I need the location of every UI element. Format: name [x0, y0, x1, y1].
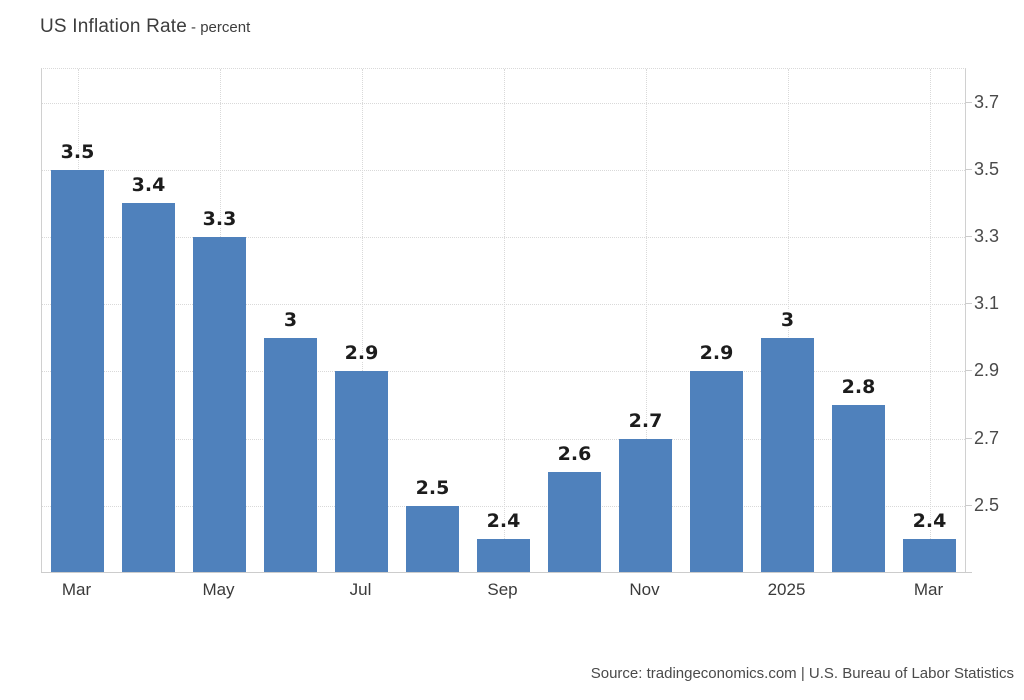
- x-axis-label: Jul: [349, 580, 372, 599]
- bar[interactable]: [477, 539, 530, 573]
- x-axis-label: 2025: [767, 580, 806, 599]
- bar-value-label: 2.5: [415, 476, 450, 499]
- bar-value-label: 2.6: [557, 443, 592, 466]
- bar[interactable]: [690, 371, 743, 573]
- bar-value-label: 3.4: [131, 174, 166, 197]
- chart-header: US Inflation Rate - percent: [40, 16, 250, 38]
- y-axis-tick: [965, 236, 972, 237]
- bar-value-label: 3.3: [202, 208, 237, 230]
- y-axis-label: 2.5: [974, 494, 1000, 515]
- bar-value-label: 3.5: [60, 140, 95, 163]
- bar[interactable]: [122, 203, 175, 573]
- y-axis-tick: [965, 168, 972, 170]
- x-gridline: [361, 69, 363, 573]
- x-gridline: [929, 69, 931, 573]
- bar-value-label: 3: [283, 308, 298, 331]
- y-axis-label: 2.7: [974, 427, 1000, 448]
- bar[interactable]: [264, 337, 317, 573]
- x-gridline: [645, 69, 647, 573]
- x-axis-label: Mar: [61, 580, 92, 599]
- chart-title: US Inflation Rate: [40, 16, 188, 37]
- bar[interactable]: [761, 337, 814, 573]
- source-attribution: Source: tradingeconomics.com | U.S. Bure…: [590, 665, 1014, 682]
- bar[interactable]: [335, 371, 388, 573]
- chart-subtitle: - percent: [191, 19, 251, 36]
- y-axis-tick: [965, 437, 972, 439]
- y-axis-tick: [965, 504, 972, 506]
- x-gridline: [787, 69, 789, 573]
- y-axis-tick: [965, 370, 972, 372]
- bar-value-label: 3: [780, 308, 795, 331]
- y-axis-label: 3.5: [974, 158, 1000, 179]
- bar-value-label: 2.9: [344, 342, 379, 365]
- x-axis-label: May: [202, 580, 235, 599]
- x-axis-label: Mar: [913, 580, 944, 599]
- x-axis-label: Nov: [629, 580, 660, 599]
- bar[interactable]: [832, 405, 885, 573]
- bar[interactable]: [619, 438, 672, 573]
- y-axis-label: 3.1: [974, 293, 1000, 314]
- bar-value-label: 2.4: [486, 510, 521, 533]
- x-axis-label: Sep: [487, 580, 518, 599]
- bar-value-label: 2.7: [628, 409, 663, 432]
- bar[interactable]: [903, 539, 956, 573]
- bar-value-label: 2.4: [912, 510, 947, 533]
- x-axis-line: [41, 572, 972, 573]
- bar[interactable]: [548, 472, 601, 573]
- plot-area: 3.5 3.4 3.3 3 2.9 2.5 2.4 2.6 2.7 2.9 3 2.8 2.4: [41, 68, 966, 573]
- y-axis-tick: [965, 303, 972, 305]
- bar[interactable]: [193, 237, 246, 573]
- bar[interactable]: [51, 169, 104, 573]
- bar[interactable]: [406, 505, 459, 573]
- x-gridline: [503, 69, 505, 573]
- y-axis-label: 3.7: [974, 91, 1000, 112]
- bar-value-label: 2.9: [699, 342, 734, 365]
- bar-value-label: 2.8: [841, 376, 876, 398]
- y-axis-tick: [965, 101, 972, 103]
- y-axis-label: 3.3: [974, 226, 1000, 246]
- y-axis-label: 2.9: [974, 360, 1000, 381]
